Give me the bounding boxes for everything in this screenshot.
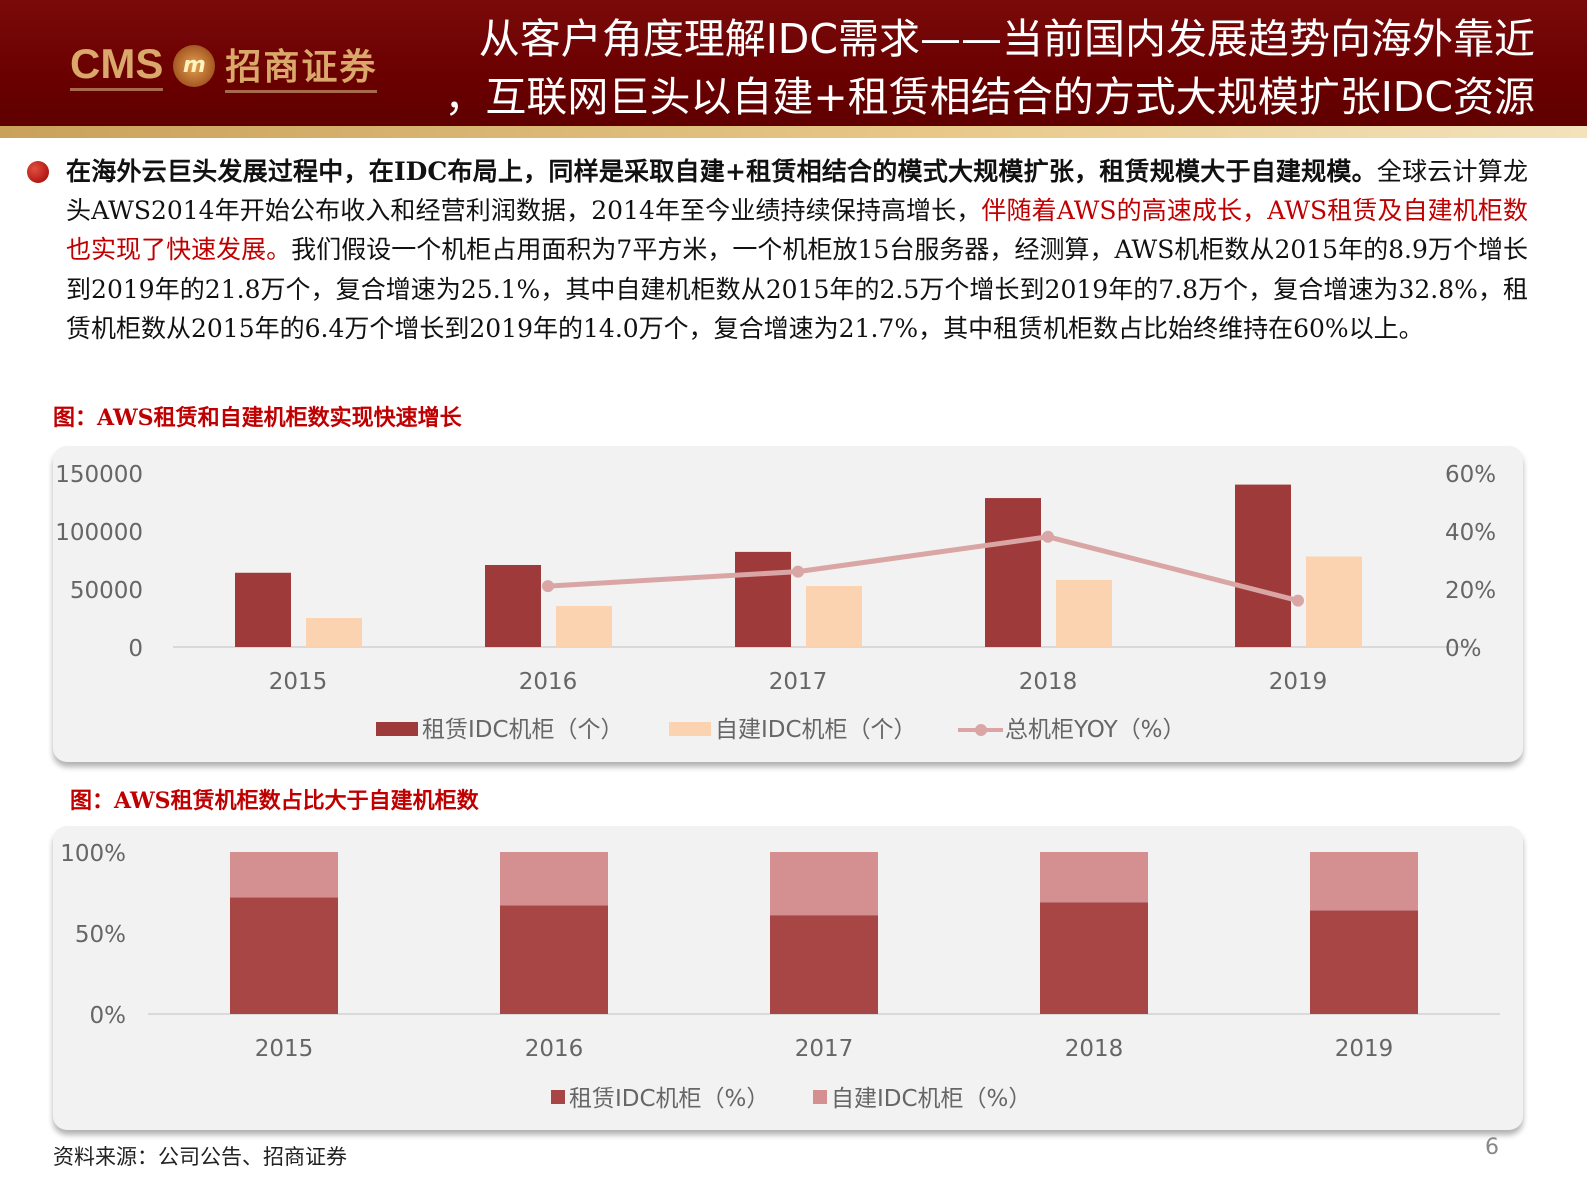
y2-tick-label: 20%: [1445, 578, 1496, 604]
bar-self-built: [1056, 579, 1112, 647]
body-paragraph: 在海外云巨头发展过程中，在IDC布局上，同样是采取自建+租赁相结合的模式大规模扩…: [66, 152, 1528, 348]
y-tick-label: 0: [128, 636, 143, 662]
yoy-point: [1292, 594, 1304, 607]
legend-marker-yoy: [975, 724, 987, 736]
bar-self-share: [1310, 852, 1418, 911]
y2-tick-label: 60%: [1445, 462, 1496, 488]
bar-self-built: [306, 618, 362, 647]
legend-swatch-lease: [551, 1090, 565, 1104]
bar-lease: [235, 572, 291, 647]
cms-logo: CMS m 招商证券: [70, 38, 378, 93]
x-tick-label: 2015: [255, 1036, 314, 1062]
y-tick-label: 0%: [90, 1003, 127, 1029]
slide-header: CMS m 招商证券 从客户角度理解IDC需求——当前国内发展趋势向海外靠近 ，互联…: [0, 0, 1587, 138]
y-tick-label: 150000: [55, 462, 143, 488]
y-tick-label: 100%: [60, 841, 126, 867]
legend-swatch-self: [669, 722, 711, 736]
bar-lease-share: [1310, 910, 1418, 1014]
legend-swatch-self: [813, 1090, 827, 1104]
yoy-line: [547, 534, 1299, 604]
bar-lease-share: [500, 905, 608, 1014]
body-text-1: 全球云计算龙头AWS2014年开始公布收入和经营利润数据，2014年至今业绩持续…: [66, 157, 1528, 226]
bar-lease: [985, 498, 1041, 647]
bar-self-share: [500, 852, 608, 906]
bar-self-share: [1040, 852, 1148, 903]
logo-mark-icon: m: [173, 44, 216, 87]
slide-title: 从客户角度理解IDC需求——当前国内发展趋势向海外靠近 ，互联网巨头以自建+租赁…: [420, 10, 1535, 126]
x-tick-label: 2016: [519, 669, 578, 695]
yoy-point: [1042, 530, 1054, 543]
legend-label: 自建IDC机柜（个）: [715, 717, 917, 743]
body-bold: 在海外云巨头发展过程中，在IDC布局上，同样是采取自建+租赁相结合的模式大规模扩…: [66, 157, 1377, 186]
chart1-caption: 图：AWS租赁和自建机柜数实现快速增长: [53, 405, 462, 431]
y2-tick-label: 40%: [1445, 520, 1496, 546]
bar-self-share: [770, 852, 878, 916]
bar-lease: [735, 551, 791, 647]
title-line-2: ，互联网巨头以自建+租赁相结合的方式大规模扩张IDC资源: [444, 73, 1535, 121]
legend-label: 租赁IDC机柜（%）: [569, 1086, 769, 1112]
x-tick-label: 2016: [525, 1036, 584, 1062]
body-highlight: 伴随着AWS的高速成长，AWS租赁及自建机柜数也实现了快速发展。: [66, 196, 1528, 265]
bar-lease: [1235, 484, 1291, 647]
y-tick-label: 100000: [55, 520, 143, 546]
title-line-1: 从客户角度理解IDC需求——当前国内发展趋势向海外靠近: [478, 15, 1535, 63]
y2-tick-label: 0%: [1445, 636, 1482, 662]
y-tick-label: 50%: [75, 922, 126, 948]
page-number: 6: [1485, 1135, 1499, 1160]
bar-lease-share: [230, 897, 338, 1014]
bar-self-built: [556, 606, 612, 647]
body-text-2: 我们假设一个机柜占用面积为7平方米，一个机柜放15台服务器，经测算，AWS机柜数…: [66, 235, 1528, 343]
chart2-caption: 图：AWS租赁机柜数占比大于自建机柜数: [70, 788, 479, 814]
chart2: 0% 50% 100% 2015 2016 2017 2018 2019 租赁IDC机柜（%） 自…: [60, 841, 1500, 1112]
x-tick-label: 2017: [769, 669, 828, 695]
legend-swatch-lease: [376, 722, 418, 736]
yoy-point: [542, 580, 554, 593]
x-tick-label: 2019: [1269, 669, 1328, 695]
bar-self-share: [230, 852, 338, 898]
bullet-icon: [27, 161, 49, 183]
yoy-point: [792, 565, 804, 578]
x-tick-label: 2015: [269, 669, 328, 695]
bar-lease-share: [1040, 902, 1148, 1014]
chart1-panel: 0 50000 100000 150000 0% 20% 40% 60% 2015 2016 201…: [53, 446, 1523, 762]
chart2-panel: 0% 50% 100% 2015 2016 2017 2018 2019 租赁IDC机柜（%） 自…: [53, 826, 1523, 1130]
legend-label: 租赁IDC机柜（个）: [422, 717, 624, 743]
bar-self-built: [1306, 556, 1362, 647]
chart1: 0 50000 100000 150000 0% 20% 40% 60% 2015 2016 201…: [55, 462, 1496, 743]
legend-label: 总机柜YOY（%）: [1005, 717, 1186, 743]
bar-lease-share: [770, 915, 878, 1014]
bar-self-built: [806, 585, 862, 647]
x-tick-label: 2018: [1019, 669, 1078, 695]
y-tick-label: 50000: [70, 578, 143, 604]
legend-label: 自建IDC机柜（%）: [831, 1086, 1031, 1112]
source-note: 资料来源：公司公告、招商证券: [53, 1145, 347, 1169]
bar-lease: [485, 564, 541, 647]
x-tick-label: 2017: [795, 1036, 854, 1062]
x-tick-label: 2019: [1335, 1036, 1394, 1062]
x-tick-label: 2018: [1065, 1036, 1124, 1062]
